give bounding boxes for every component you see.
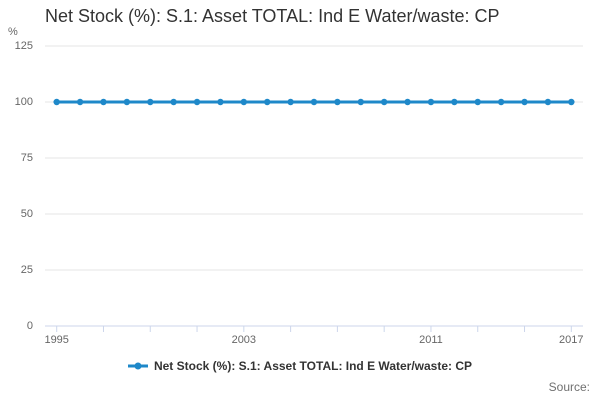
y-tick-label: 100 xyxy=(14,96,33,108)
x-tick-label: 2011 xyxy=(419,334,443,346)
data-point-marker[interactable] xyxy=(240,98,248,106)
chart-title: Net Stock (%): S.1: Asset TOTAL: Ind E W… xyxy=(45,6,500,26)
data-point-marker[interactable] xyxy=(380,98,388,106)
y-tick-label: 50 xyxy=(20,208,33,220)
data-point-marker[interactable] xyxy=(100,98,107,106)
data-point-marker[interactable] xyxy=(568,98,575,106)
data-point-marker[interactable] xyxy=(310,98,318,106)
data-point-marker[interactable] xyxy=(147,98,154,106)
data-point-marker[interactable] xyxy=(287,98,294,106)
data-point-marker[interactable] xyxy=(76,98,84,106)
x-tick-label: 2017 xyxy=(559,334,584,346)
y-tick-label: 75 xyxy=(20,152,33,164)
legend-series-label: Net Stock (%): S.1: Asset TOTAL: Ind E W… xyxy=(153,359,473,373)
data-point-marker[interactable] xyxy=(427,98,435,106)
y-axis-title: % xyxy=(8,26,18,38)
data-point-marker[interactable] xyxy=(451,98,458,106)
data-point-marker[interactable] xyxy=(53,98,60,106)
data-point-marker[interactable] xyxy=(521,98,528,106)
data-point-marker[interactable] xyxy=(474,98,481,106)
x-tick-label: 1995 xyxy=(44,334,69,346)
legend-series-marker-icon xyxy=(127,362,148,370)
data-point-marker[interactable] xyxy=(404,98,411,106)
data-point-marker[interactable] xyxy=(544,98,552,106)
data-point-marker[interactable] xyxy=(217,98,224,106)
data-point-marker[interactable] xyxy=(193,98,201,106)
data-point-marker[interactable] xyxy=(170,98,177,106)
legend-item[interactable]: Net Stock (%): S.1: Asset TOTAL: Ind E W… xyxy=(127,359,473,373)
y-tick-label: 25 xyxy=(20,264,33,276)
source-label: Source: xyxy=(548,380,590,394)
legend: Net Stock (%): S.1: Asset TOTAL: Ind E W… xyxy=(0,359,600,373)
data-point-marker[interactable] xyxy=(357,98,365,106)
x-tick-label: 2003 xyxy=(231,334,257,346)
y-tick-label: 0 xyxy=(26,320,33,332)
data-point-marker[interactable] xyxy=(263,98,271,106)
data-point-marker[interactable] xyxy=(497,98,505,106)
data-point-marker[interactable] xyxy=(123,98,131,106)
y-tick-label: 125 xyxy=(14,40,33,52)
data-point-marker[interactable] xyxy=(334,98,341,106)
